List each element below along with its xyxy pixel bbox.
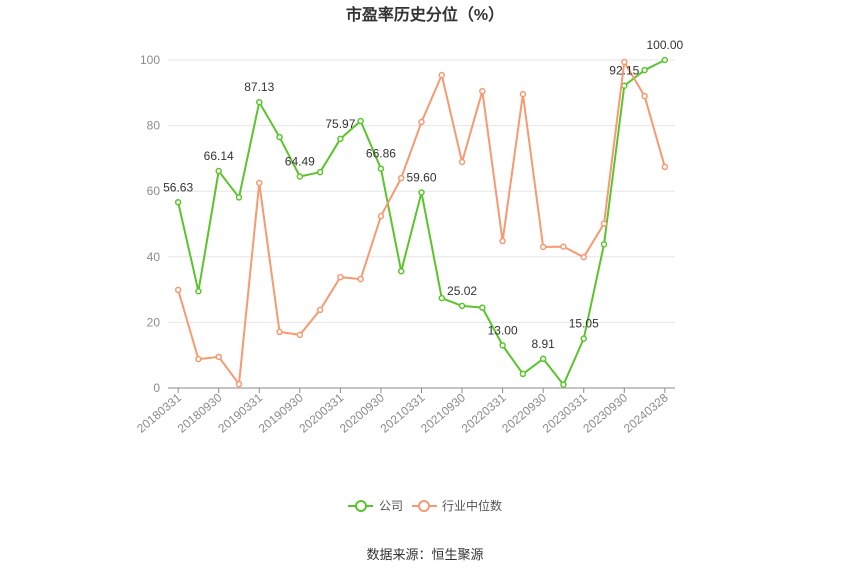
data-point-company <box>174 199 182 206</box>
data-point-company <box>337 135 344 143</box>
data-point-company <box>539 355 547 363</box>
data-point-company <box>397 267 405 275</box>
x-tick-label: 20240328 <box>621 390 671 435</box>
data-point-industry-median <box>519 90 527 98</box>
data-point-industry-median <box>458 158 466 166</box>
y-tick-label: 0 <box>153 381 160 395</box>
chart-title: 市盈率历史分位（%） <box>346 5 504 24</box>
data-point-company <box>600 241 608 248</box>
data-point-industry-median <box>438 71 446 79</box>
data-point-industry-median <box>600 220 608 227</box>
data-point-company <box>661 56 669 64</box>
data-point-industry-median <box>499 237 506 245</box>
data-point-company <box>235 194 243 201</box>
series-layer <box>174 56 669 388</box>
data-point-company <box>458 302 466 310</box>
data-label-company: 13.00 <box>488 323 518 337</box>
data-point-company <box>580 335 587 342</box>
data-point-industry-median <box>580 253 587 261</box>
legend-marker-company <box>355 500 367 512</box>
legend-label-company: 公司 <box>379 499 403 513</box>
data-point-industry-median <box>256 179 263 187</box>
data-point-industry-median <box>195 355 202 363</box>
data-point-company <box>519 370 527 378</box>
data-point-industry-median <box>357 275 364 283</box>
data-point-company <box>215 167 222 175</box>
data-point-industry-median <box>296 331 304 339</box>
data-point-industry-median <box>215 353 222 361</box>
data-point-company <box>499 342 506 349</box>
data-label-company: 87.13 <box>244 80 274 94</box>
data-label-company: 8.91 <box>532 337 556 351</box>
data-point-company <box>377 165 385 172</box>
data-label-company: 92.15 <box>609 64 639 78</box>
data-point-company <box>195 287 202 295</box>
data-point-company <box>418 189 425 196</box>
series-line-industry-median <box>177 60 666 386</box>
legend-marker-industry-median <box>418 500 430 512</box>
data-point-industry-median <box>377 212 385 220</box>
data-point-industry-median <box>641 92 648 100</box>
data-point-company <box>256 98 263 106</box>
data-point-industry-median <box>560 243 567 250</box>
data-point-company <box>560 381 567 388</box>
series-industry-median <box>174 58 669 388</box>
data-source: 数据来源：恒生聚源 <box>366 547 483 562</box>
legend-item-company[interactable]: 公司 <box>348 499 403 513</box>
series-company <box>174 56 669 388</box>
data-point-company <box>316 168 324 176</box>
data-point-company <box>276 133 283 141</box>
data-point-industry-median <box>316 306 324 314</box>
data-point-industry-median <box>418 118 425 126</box>
data-point-company <box>357 117 364 125</box>
data-label-company: 64.49 <box>285 154 315 168</box>
data-point-company <box>479 304 486 311</box>
data-label-company: 25.02 <box>447 284 477 298</box>
legend-item-industry-median[interactable]: 行业中位数 <box>412 498 502 513</box>
data-point-industry-median <box>479 87 486 95</box>
data-label-company: 100.00 <box>647 38 684 52</box>
data-label-company: 66.14 <box>204 149 234 163</box>
y-tick-label: 80 <box>147 119 161 133</box>
y-axis: 0 20 40 60 80 100 <box>140 53 160 395</box>
data-point-industry-median <box>397 174 405 182</box>
data-labels: 56.63 66.14 87.13 64.49 75.97 66.86 59.60 25.02… <box>163 38 683 351</box>
y-tick-label: 20 <box>147 315 161 329</box>
data-label-company: 15.05 <box>569 317 599 331</box>
data-label-company: 56.63 <box>163 180 193 194</box>
data-point-industry-median <box>276 328 283 336</box>
data-label-company: 66.86 <box>366 147 396 161</box>
data-point-company <box>438 294 446 302</box>
x-axis: 2018033120180930201903312019093020200331… <box>134 387 675 436</box>
data-point-industry-median <box>337 273 344 281</box>
data-label-company: 75.97 <box>325 117 355 131</box>
data-point-company <box>296 173 304 180</box>
series-line-company <box>177 59 666 386</box>
data-point-industry-median <box>174 286 182 294</box>
data-point-industry-median <box>235 380 243 388</box>
y-tick-label: 60 <box>147 184 161 198</box>
y-tick-label: 100 <box>140 53 160 67</box>
y-tick-label: 40 <box>147 250 161 264</box>
data-point-company <box>621 82 628 89</box>
data-point-company <box>641 66 648 74</box>
data-point-industry-median <box>539 243 547 251</box>
data-point-industry-median <box>621 58 628 66</box>
data-point-industry-median <box>661 163 669 171</box>
legend: 公司 行业中位数 <box>348 498 502 513</box>
data-label-company: 59.60 <box>406 171 436 185</box>
legend-label-industry-median: 行业中位数 <box>442 498 502 513</box>
